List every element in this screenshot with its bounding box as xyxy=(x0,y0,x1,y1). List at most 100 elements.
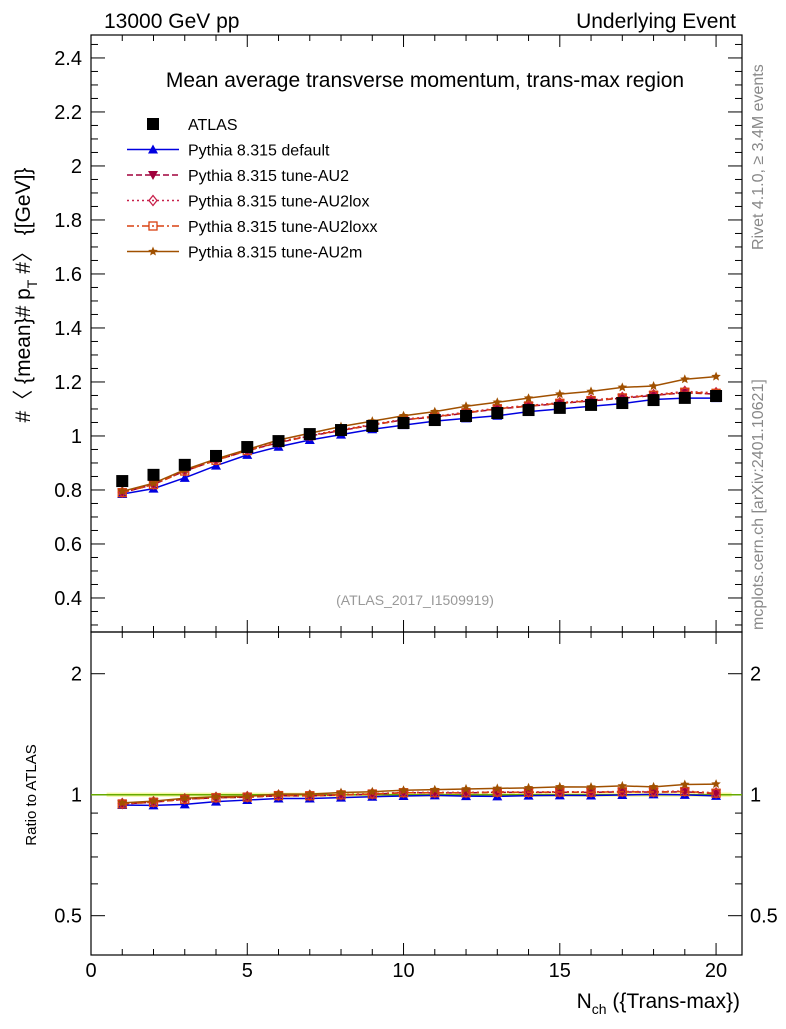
ratio-tick-label: 2 xyxy=(71,664,82,686)
data-point-atlas xyxy=(585,398,598,411)
ratio-point-pythia-8-315-tune-au2m xyxy=(211,791,221,801)
ratio-point-pythia-8-315-tune-au2lox xyxy=(523,785,534,799)
y-tick-label: 2 xyxy=(71,156,82,178)
ratio-line-pythia-8-315-tune-au2m xyxy=(122,783,717,804)
y-axis-label: #〈 {mean}# pT #〉 {[GeV]} xyxy=(12,168,40,423)
legend-marker-pythia-8-315-tune-au2 xyxy=(148,171,158,180)
ratio-point-pythia-8-315-tune-au2m xyxy=(555,781,565,791)
legend-label: ATLAS xyxy=(188,117,238,134)
ratio-point-pythia-8-315-tune-au2loxx xyxy=(711,788,721,798)
ratio-point-pythia-8-315-tune-au2lox xyxy=(711,786,721,799)
y-tick-label: 1.6 xyxy=(54,264,82,286)
y-tick-label: 1 xyxy=(71,426,82,448)
data-point-atlas xyxy=(303,428,316,441)
analysis-watermark: (ATLAS_2017_I1509919) xyxy=(336,592,494,608)
chart-title: Mean average transverse momentum, trans-… xyxy=(166,69,684,92)
header-process: Underlying Event xyxy=(576,10,736,33)
ratio-point-pythia-8-315-tune-au2m xyxy=(492,783,502,793)
data-point-pythia-8-315-tune-au2m xyxy=(711,371,721,381)
ratio-point-pythia-8-315-tune-au2m xyxy=(430,784,440,794)
ratio-point-pythia-8-315-tune-au2m xyxy=(586,782,596,792)
legend-label: Pythia 8.315 tune-AU2m xyxy=(188,245,362,262)
y-tick-label: 0.8 xyxy=(54,480,82,502)
y-tick-label: 0.4 xyxy=(54,588,82,610)
data-point-atlas xyxy=(241,441,254,454)
data-point-atlas xyxy=(428,414,441,427)
data-point-pythia-8-315-tune-au2m xyxy=(555,389,565,399)
data-point-atlas xyxy=(272,435,285,448)
data-point-atlas xyxy=(147,468,160,481)
data-point-atlas xyxy=(678,391,691,404)
x-tick-label: 15 xyxy=(549,960,571,982)
ratio-point-pythia-8-315-tune-au2m xyxy=(148,796,159,806)
y-tick-label: 1.4 xyxy=(54,318,82,340)
x-tick-label: 20 xyxy=(705,960,727,982)
ratio-point-pythia-8-315-tune-au2lox xyxy=(461,786,471,799)
data-point-atlas xyxy=(647,394,660,407)
ratio-point-pythia-8-315-tune-au2m xyxy=(180,793,190,803)
legend-label: Pythia 8.315 tune-AU2 xyxy=(188,168,349,185)
ratio-point-pythia-8-315-tune-au2m xyxy=(648,781,659,791)
data-point-pythia-8-315-tune-au2m xyxy=(617,382,628,392)
legend-marker-pythia-8-315-tune-au2loxx xyxy=(148,221,158,231)
ratio-tick-label-right: 1 xyxy=(750,785,761,807)
ratio-point-pythia-8-315-tune-au2m xyxy=(242,791,252,801)
data-point-pythia-8-315-tune-au2m xyxy=(117,486,127,496)
data-point-pythia-8-315-tune-au2m xyxy=(430,406,440,416)
ratio-point-pythia-8-315-tune-au2m xyxy=(680,779,690,789)
ratio-point-pythia-8-315-tune-au2m xyxy=(711,779,721,789)
x-axis-label: Nch ({Trans-max}) xyxy=(577,990,740,1017)
data-point-pythia-8-315-tune-au2m xyxy=(586,386,596,396)
data-point-pythia-8-315-tune-au2m xyxy=(461,401,471,411)
data-point-atlas xyxy=(116,475,129,488)
ratio-point-pythia-8-315-tune-au2m xyxy=(336,787,346,797)
ratio-point-pythia-8-315-tune-au2m xyxy=(273,789,284,798)
data-point-pythia-8-315-tune-au2m xyxy=(523,393,534,403)
legend-label: Pythia 8.315 default xyxy=(188,143,330,160)
legend-marker-pythia-8-315-tune-au2lox xyxy=(148,194,158,207)
ratio-point-pythia-8-315-tune-au2m xyxy=(367,786,377,796)
y-tick-label: 2.4 xyxy=(54,48,82,70)
ratio-tick-label: 0.5 xyxy=(54,906,82,928)
legend-marker-pythia-8-315-default xyxy=(148,144,158,154)
ratio-tick-label-right: 0.5 xyxy=(750,906,778,928)
y-tick-label: 2.2 xyxy=(54,102,82,124)
legend-label: Pythia 8.315 tune-AU2lox xyxy=(188,194,369,211)
data-point-atlas xyxy=(553,401,566,414)
data-point-atlas xyxy=(366,419,379,432)
ratio-point-pythia-8-315-tune-au2loxx xyxy=(680,786,690,797)
ratio-y-axis-label: Ratio to ATLAS xyxy=(23,744,40,845)
data-point-atlas xyxy=(616,397,629,410)
data-point-atlas xyxy=(460,409,473,422)
ratio-tick-label: 1 xyxy=(71,785,82,807)
rivet-label: Rivet 4.1.0, ≥ 3.4M events xyxy=(750,64,767,250)
legend-marker-atlas xyxy=(147,118,159,130)
ratio-point-pythia-8-315-tune-au2m xyxy=(461,783,471,793)
data-point-pythia-8-315-tune-au2m xyxy=(648,381,659,391)
data-point-pythia-8-315-tune-au2m xyxy=(148,478,159,488)
x-tick-label: 5 xyxy=(242,960,253,982)
series-line-pythia-8-315-default xyxy=(122,397,717,495)
data-point-pythia-8-315-tune-au2m xyxy=(680,374,690,384)
mcplots-label: mcplots.cern.ch [arXiv:2401.10621] xyxy=(750,379,767,630)
legend-label: Pythia 8.315 tune-AU2loxx xyxy=(188,219,377,236)
ratio-point-pythia-8-315-tune-au2m xyxy=(117,797,127,807)
ratio-point-pythia-8-315-tune-au2m xyxy=(398,785,409,795)
ratio-line-pythia-8-315-tune-au2loxx xyxy=(122,790,717,805)
data-point-atlas xyxy=(210,449,223,462)
legend-marker-pythia-8-315-tune-au2m xyxy=(148,246,158,256)
y-tick-label: 0.6 xyxy=(54,534,82,556)
header-energy: 13000 GeV pp xyxy=(104,10,239,33)
ratio-point-pythia-8-315-tune-au2lox xyxy=(429,786,440,799)
ratio-point-pythia-8-315-tune-au2m xyxy=(523,782,534,792)
ratio-tick-label-right: 2 xyxy=(750,664,761,686)
x-tick-label: 0 xyxy=(85,960,96,982)
ratio-point-pythia-8-315-tune-au2m xyxy=(305,789,315,799)
data-point-pythia-8-315-tune-au2m xyxy=(492,397,502,407)
y-tick-label: 1.2 xyxy=(54,372,82,394)
data-point-atlas xyxy=(397,417,410,430)
ratio-point-pythia-8-315-tune-au2m xyxy=(617,780,628,790)
ratio-point-pythia-8-315-tune-au2lox xyxy=(492,785,503,798)
data-point-atlas xyxy=(710,390,723,403)
data-point-atlas xyxy=(178,458,191,471)
